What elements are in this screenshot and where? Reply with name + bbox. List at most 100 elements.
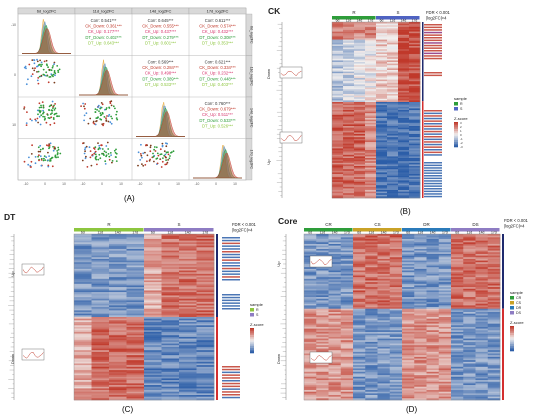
heatmap-cell: [414, 282, 427, 285]
heatmap-cell: [377, 268, 391, 271]
heatmap-cell: [196, 340, 215, 343]
heatmap-cell: [377, 335, 391, 338]
heatmap-cell: [328, 237, 342, 240]
heatmap-cell: [144, 398, 162, 401]
scatter-point: [115, 148, 117, 151]
scatter-point: [34, 156, 37, 158]
heatmap-cell: [354, 36, 366, 39]
heatmap-cell: [463, 243, 476, 246]
heatmap-cell: [343, 180, 355, 183]
heatmap-cell: [74, 380, 92, 383]
x-tick: 10: [233, 182, 237, 186]
scatter-point: [142, 152, 145, 155]
heatmap-cell: [328, 351, 342, 354]
scatter-point: [38, 63, 41, 66]
heatmap-cell: [144, 381, 162, 384]
heatmap-cell: [451, 375, 464, 378]
heatmap-cell: [409, 98, 421, 101]
heatmap-cell: [91, 398, 110, 401]
heatmap-cell: [409, 124, 421, 127]
heatmap-cell: [487, 318, 501, 321]
heatmap-cell: [179, 278, 197, 281]
heatmap-cell: [377, 250, 391, 253]
heatmap-cell: [126, 363, 145, 366]
heatmap-cell: [332, 134, 344, 136]
heatmap-cell: [316, 390, 329, 392]
heatmap-cell: [377, 287, 391, 290]
heatmap-cell: [376, 132, 388, 135]
scatter-point: [47, 66, 49, 69]
heatmap-cell: [196, 331, 215, 334]
scatter-point: [146, 160, 148, 163]
heatmap-cell: [475, 243, 489, 246]
heatmap-cell: [353, 365, 366, 368]
heatmap-cell: [354, 82, 366, 85]
heatmap-cell: [144, 358, 162, 361]
day-label: 11d: [467, 230, 473, 234]
heatmap-cell: [402, 290, 415, 293]
heatmap-cell: [487, 242, 501, 245]
gene-label-mark: [222, 239, 240, 242]
heatmap-cell: [387, 114, 399, 117]
heatmap-cell: [353, 366, 366, 369]
heatmap-cell: [487, 326, 501, 329]
zscore-tick: -3: [460, 145, 463, 149]
heatmap-cell: [74, 267, 92, 270]
scatter-point: [104, 160, 107, 163]
heatmap-cell: [389, 303, 403, 306]
heatmap-cell: [365, 151, 377, 154]
day-label: 6d: [380, 18, 384, 22]
scatter-point: [139, 153, 142, 155]
gene-label-mark: [222, 273, 240, 275]
heatmap-cell: [376, 185, 388, 188]
heatmap-cell: [402, 242, 415, 245]
heatmap-cell: [91, 307, 110, 309]
scatter-point: [40, 164, 43, 167]
heatmap-cell: [144, 338, 162, 341]
heatmap-cell: [126, 287, 145, 290]
heatmap-cell: [354, 175, 366, 178]
heatmap-cell: [91, 328, 110, 331]
heatmap-cell: [387, 145, 399, 148]
heatmap-cell: [463, 320, 476, 323]
heatmap-cell: [409, 47, 421, 50]
heatmap-cell: [161, 287, 180, 290]
cluster-trend-box-down: [309, 351, 333, 364]
heatmap-cell: [179, 312, 197, 314]
heatmap-cell: [414, 346, 427, 349]
heatmap-cell: [354, 39, 366, 42]
heatmap-cell: [377, 260, 391, 263]
heatmap-cell: [398, 58, 410, 61]
heatmap-cell: [376, 153, 388, 156]
heatmap-cell: [126, 375, 145, 378]
heatmap-cell: [376, 119, 388, 122]
heatmap-cell: [377, 245, 391, 248]
heatmap-cell: [426, 242, 440, 245]
heatmap-cell: [304, 366, 317, 369]
heatmap-cell: [126, 270, 145, 273]
heatmap-cell: [414, 355, 427, 358]
gene-label-mark: [222, 256, 240, 259]
heatmap-cell: [426, 255, 440, 258]
heatmap-cell: [196, 338, 215, 341]
heatmap-cell: [398, 196, 410, 199]
heatmap-cell: [398, 166, 410, 168]
gene-label-mark: [222, 259, 240, 261]
heatmap-cell: [340, 351, 354, 354]
heatmap-cell: [332, 164, 344, 167]
heatmap-cell: [179, 292, 197, 295]
heatmap-cell: [409, 87, 421, 90]
heatmap-cell: [340, 240, 354, 243]
heatmap-cell: [426, 373, 440, 376]
heatmap-cell: [74, 373, 92, 376]
heatmap-cell: [353, 320, 366, 323]
heatmap-cell: [451, 348, 464, 351]
heatmap-cell: [426, 237, 440, 240]
heatmap-cell: [475, 278, 489, 281]
heatmap-cell: [409, 150, 421, 152]
heatmap-cell: [409, 154, 421, 157]
heatmap-cell: [451, 283, 464, 286]
heatmap-cell: [353, 268, 366, 271]
heatmap-cell: [365, 318, 378, 321]
heatmap-cell: [376, 161, 388, 164]
